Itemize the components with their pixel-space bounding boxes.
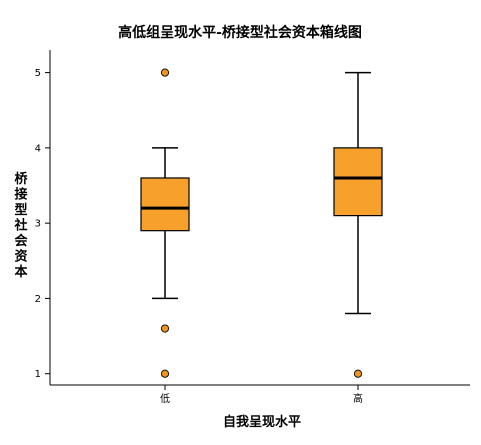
outlier-point	[353, 369, 363, 378]
y-tick-label: 3	[35, 219, 41, 230]
iqr-box	[140, 177, 190, 232]
y-axis-title-char: 接	[14, 187, 27, 203]
x-axis-title: 自我呈现水平	[223, 414, 301, 430]
box-series	[140, 68, 383, 378]
axes	[49, 50, 470, 386]
chart-title: 高低组呈现水平-桥接型社会资本箱线图	[118, 24, 362, 41]
outlier-point	[160, 68, 170, 77]
x-tick-label: 低	[160, 392, 170, 405]
y-axis-title-char: 社	[13, 218, 27, 234]
y-axis-title: 桥接型社会资本	[13, 171, 28, 280]
y-tick-label: 1	[35, 369, 41, 380]
x-ticks: 低高	[160, 385, 363, 405]
y-tick-label: 5	[35, 68, 41, 79]
y-axis-title-char: 桥	[14, 171, 28, 187]
iqr-box	[333, 147, 383, 217]
y-tick-label: 2	[35, 294, 41, 305]
x-tick-label: 高	[353, 392, 363, 405]
outlier-point	[160, 369, 170, 378]
y-axis-title-char: 资	[14, 249, 27, 265]
box-group	[140, 68, 190, 378]
y-ticks: 1 2 3 4 5	[35, 68, 50, 380]
y-tick-label: 4	[35, 143, 41, 154]
outlier-point	[160, 324, 170, 333]
y-axis-title-char: 本	[14, 264, 27, 280]
y-axis-title-char: 会	[14, 233, 28, 249]
box-group	[333, 71, 383, 378]
y-axis-title-char: 型	[14, 202, 27, 218]
